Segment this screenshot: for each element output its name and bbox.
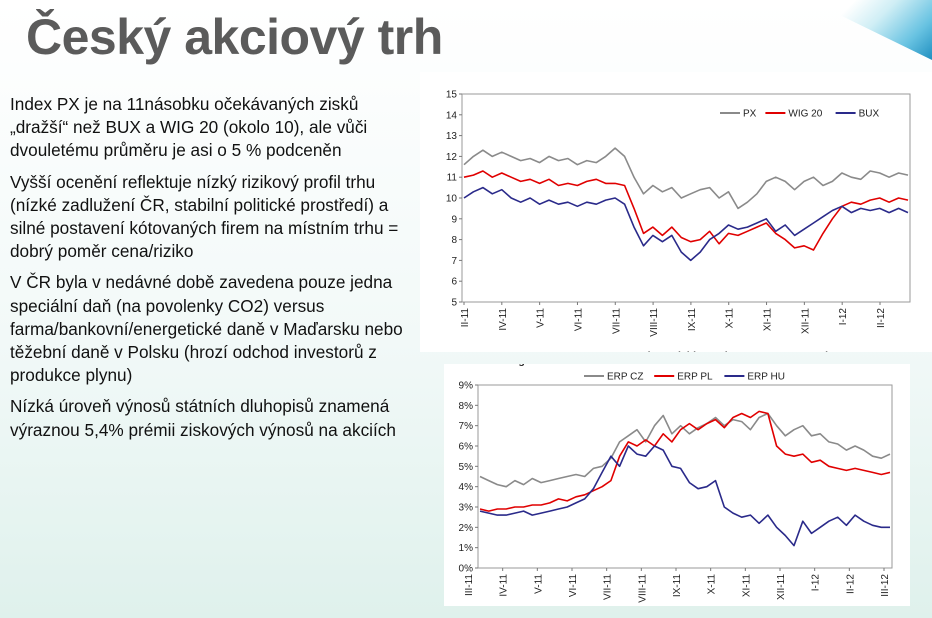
x-tick-label: VIII-11 xyxy=(649,308,660,337)
plot-frame xyxy=(477,384,893,569)
legend-label: PX xyxy=(743,109,757,120)
bullet-item: V ČR byla v nedávné době zavedena pouze … xyxy=(10,272,403,386)
bullet-item: Index PX je na 11násobku očekávaných zis… xyxy=(10,94,368,161)
y-tick-label: 14 xyxy=(446,110,458,121)
x-tick-label: IX-11 xyxy=(687,308,698,332)
x-tick-label: XII-11 xyxy=(800,308,811,334)
x-tick-label: I-12 xyxy=(811,574,822,592)
legend-label: WIG 20 xyxy=(788,109,822,120)
y-tick-label: 7% xyxy=(459,421,474,432)
y-tick-label: 0% xyxy=(459,564,474,575)
y-tick-label: 3% xyxy=(459,503,474,514)
pe-ratio-chart: 5 6 7 8 9 10 11 12 13 14 15 II-11 IV-11 V-11 VI-11 VII-… xyxy=(446,90,911,352)
x-tick-label: IV-11 xyxy=(499,574,510,597)
x-tick-label: IX-11 xyxy=(672,574,683,598)
chart-title: Earnings yield premiums over 10YR govies xyxy=(444,364,552,367)
y-tick-label: 1% xyxy=(459,543,474,554)
series-line-erp-cz xyxy=(479,412,891,488)
y-tick-label: 8% xyxy=(459,401,474,412)
x-tick-label: V-11 xyxy=(536,308,547,328)
bullet-item: Nízká úroveň výnosů státních dluhopisů z… xyxy=(10,396,396,440)
legend-label: ERP CZ xyxy=(607,372,644,383)
y-tick-label: 15 xyxy=(446,90,458,101)
y-tick-label: 9 xyxy=(451,214,457,225)
y-tick-label: 13 xyxy=(446,131,458,142)
x-tick-label: II-11 xyxy=(460,308,471,328)
legend-label: ERP PL xyxy=(677,372,713,383)
y-tick-label: 10 xyxy=(446,194,458,205)
x-tick-label: III-11 xyxy=(464,574,475,596)
series-line-wig-20 xyxy=(463,170,909,251)
y-tick-label: 7 xyxy=(451,256,457,267)
y-tick-label: 6% xyxy=(459,442,474,453)
series-line-px xyxy=(463,147,909,210)
erp-chart: 0% 1% 2% 3% 4% 5% 6% 7% 8% 9% III-11 IV-11 V-11 VI-11… xyxy=(444,364,893,603)
x-tick-label: IV-11 xyxy=(498,308,509,331)
bullet-item: Vyšší ocenění reflektuje nízký rizikový … xyxy=(10,171,399,262)
y-tick-label: 4% xyxy=(459,482,474,493)
corner-decoration xyxy=(809,0,932,60)
series-line-bux xyxy=(463,186,909,262)
x-tick-label: I-12 xyxy=(838,308,849,326)
x-tick-label: III-12 xyxy=(880,574,891,597)
y-tick-label: 12 xyxy=(446,152,458,163)
pe-ratio-chart-panel: 5 6 7 8 9 10 11 12 13 14 15 II-11 IV-11 V-11 VI-11 VII-… xyxy=(420,72,932,352)
erp-chart-title: Earnings yield premiums over 10YR govies xyxy=(624,350,839,352)
legend-label: BUX xyxy=(859,109,880,120)
x-tick-label: VIII-11 xyxy=(637,574,648,603)
x-tick-label: XI-11 xyxy=(763,308,774,332)
y-tick-label: 6 xyxy=(451,277,457,288)
x-tick-label: II-12 xyxy=(876,308,887,328)
erp-chart-panel: 0% 1% 2% 3% 4% 5% 6% 7% 8% 9% III-11 IV-11 V-11 VI-11… xyxy=(444,364,910,606)
y-tick-label: 5% xyxy=(459,462,474,473)
x-tick-label: VII-11 xyxy=(603,574,614,600)
x-tick-label: X-11 xyxy=(707,574,718,595)
slide-title: Český akciový trh xyxy=(26,9,443,65)
y-tick-label: 5 xyxy=(451,298,457,309)
bullet-list: Index PX je na 11násobku očekávaných zis… xyxy=(10,93,420,450)
legend-label: ERP HU xyxy=(747,372,785,383)
x-tick-label: VI-11 xyxy=(568,574,579,598)
x-tick-label: X-11 xyxy=(725,308,736,329)
x-tick-label: VII-11 xyxy=(611,308,622,334)
y-tick-label: 9% xyxy=(459,381,474,392)
x-tick-label: VI-11 xyxy=(573,308,584,332)
y-tick-label: 2% xyxy=(459,523,474,534)
x-tick-label: V-11 xyxy=(533,574,544,594)
y-tick-label: 8 xyxy=(451,235,457,246)
series-line-erp-hu xyxy=(479,445,890,547)
series-line-erp-pl xyxy=(479,410,891,512)
x-tick-label: II-12 xyxy=(845,574,856,594)
x-tick-label: XI-11 xyxy=(741,574,752,598)
x-tick-label: XII-11 xyxy=(776,574,787,600)
y-tick-label: 11 xyxy=(447,173,458,184)
